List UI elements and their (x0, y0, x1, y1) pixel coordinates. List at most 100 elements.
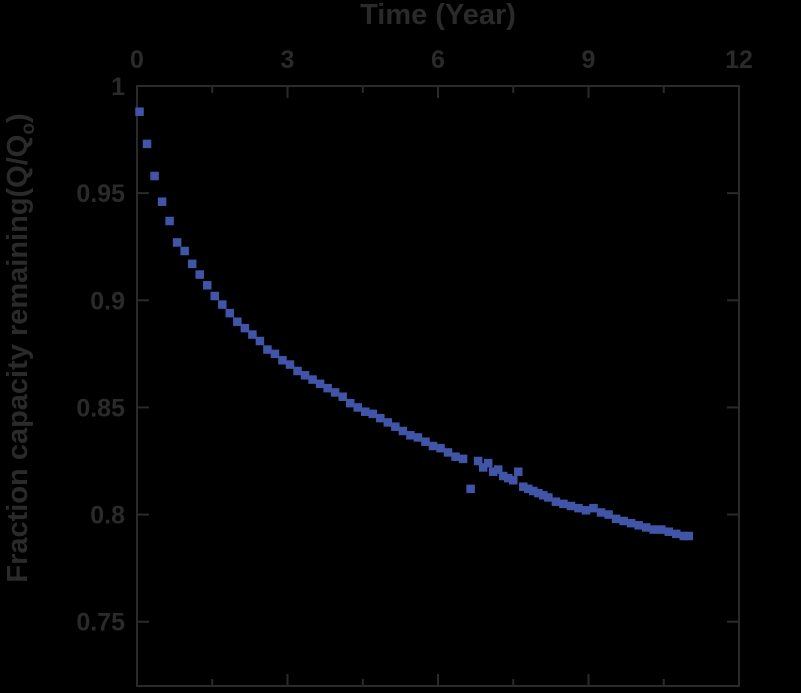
y-axis-label-main: Fraction capacity remaining(Q/Q (2, 135, 34, 583)
data-point (195, 270, 204, 279)
data-point (157, 197, 167, 206)
data-point (270, 349, 280, 359)
data-point (574, 503, 583, 513)
data-point (672, 529, 681, 539)
data-point (641, 523, 651, 532)
data-point (478, 463, 488, 472)
data-point (150, 171, 159, 181)
data-point (285, 360, 295, 369)
y-tick-label: 0.75 (76, 609, 125, 637)
data-point (483, 458, 493, 468)
data-point (581, 506, 591, 515)
data-point (248, 330, 257, 339)
x-tick-label: 6 (431, 46, 445, 74)
y-tick-label: 0.8 (90, 502, 125, 530)
data-point (503, 473, 513, 483)
data-point (180, 246, 189, 256)
data-point (524, 484, 533, 494)
data-point (406, 431, 415, 440)
data-point (566, 501, 576, 511)
y-tick-label: 1 (111, 73, 125, 101)
y-axis-label-subscript: o (18, 123, 39, 135)
data-point (529, 486, 538, 496)
data-point (589, 503, 598, 513)
data-point (493, 465, 503, 474)
data-point (664, 527, 674, 536)
data-point (544, 493, 553, 502)
data-point (679, 531, 689, 541)
data-point (135, 107, 144, 116)
data-point (473, 456, 483, 466)
data-point (488, 467, 498, 476)
data-point (202, 281, 212, 290)
axis-ticks (136, 85, 740, 686)
data-point (551, 497, 561, 506)
data-point (165, 216, 174, 226)
data-point (451, 452, 460, 461)
data-point (649, 525, 658, 534)
data-point (634, 521, 643, 530)
data-point (172, 238, 182, 247)
data-point (421, 437, 430, 446)
data-point (656, 525, 666, 534)
data-point (604, 510, 613, 519)
data-point (210, 291, 220, 301)
y-axis-label-close: ) (2, 113, 34, 123)
x-tick-label: 3 (281, 46, 295, 74)
data-point (559, 499, 568, 509)
data-point (398, 426, 408, 436)
data-point (376, 413, 385, 423)
data-point (619, 516, 628, 526)
data-point (684, 531, 694, 541)
y-axis-label: Fraction capacity remaining(Q/Qo) (2, 113, 39, 582)
data-point (436, 443, 445, 453)
x-tick-labels: 0 3 6 9 12 (130, 46, 753, 74)
data-point (263, 345, 272, 354)
y-tick-label: 0.85 (76, 394, 125, 422)
data-point (308, 375, 317, 384)
data-point (330, 388, 340, 397)
data-point (187, 259, 197, 269)
data-point (534, 488, 543, 498)
data-point (345, 398, 355, 408)
data-point (611, 514, 621, 524)
data-point (539, 491, 548, 500)
data-point (413, 433, 423, 442)
data-point (361, 407, 370, 416)
data-point (353, 403, 362, 412)
data-point (596, 508, 606, 517)
data-points (135, 107, 694, 541)
data-point (278, 356, 287, 365)
data-point (240, 323, 250, 333)
data-point (368, 409, 378, 419)
data-point (498, 471, 508, 481)
x-tick-label: 12 (725, 46, 753, 74)
data-point (391, 422, 400, 431)
data-point (509, 476, 518, 485)
data-point (233, 317, 242, 326)
data-point (514, 467, 523, 476)
data-point (383, 418, 393, 427)
data-point (255, 336, 265, 346)
data-point (519, 482, 528, 491)
y-tick-labels: 0.75 0.8 0.85 0.9 0.95 1 (76, 73, 125, 637)
data-point (443, 448, 453, 457)
data-point (218, 300, 227, 309)
data-point (338, 392, 347, 401)
data-point (293, 366, 302, 376)
data-point (142, 139, 152, 149)
x-axis-label: Time (Year) (360, 0, 516, 31)
data-point (626, 518, 636, 528)
data-point (225, 308, 235, 318)
x-tick-label: 0 (130, 46, 144, 74)
data-point (466, 484, 475, 494)
y-tick-label: 0.9 (90, 287, 125, 315)
data-point (323, 383, 332, 393)
data-point (428, 441, 438, 451)
data-point (315, 379, 325, 389)
data-point (458, 454, 468, 464)
x-tick-label: 9 (582, 46, 596, 74)
data-point (300, 371, 310, 380)
